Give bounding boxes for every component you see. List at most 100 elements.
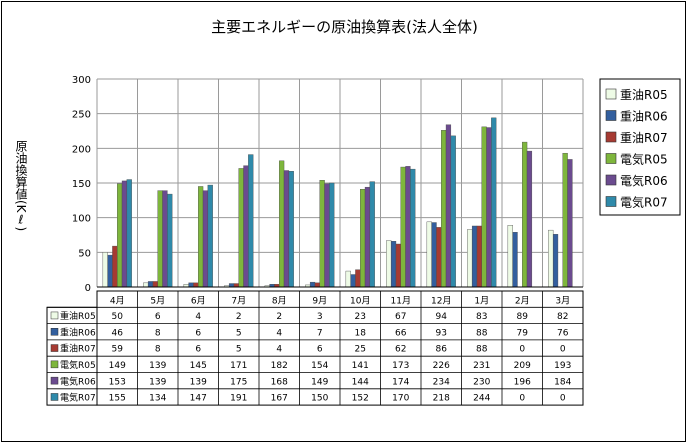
data-label: 93 bbox=[436, 328, 447, 338]
bar bbox=[369, 181, 375, 288]
data-label: 170 bbox=[392, 394, 409, 404]
data-label: 6 bbox=[195, 345, 201, 355]
bar bbox=[102, 252, 108, 288]
bar bbox=[471, 225, 478, 288]
bar bbox=[431, 222, 437, 288]
bar bbox=[481, 126, 487, 288]
data-label: 150 bbox=[311, 394, 328, 404]
bar bbox=[188, 282, 194, 288]
y-tick-label: 250 bbox=[72, 110, 91, 121]
data-label: 231 bbox=[473, 361, 490, 371]
data-label: 230 bbox=[473, 377, 490, 387]
bar bbox=[207, 184, 213, 288]
x-tick-label: 10月 bbox=[350, 295, 370, 306]
data-label: 209 bbox=[514, 361, 531, 371]
data-label: 139 bbox=[149, 377, 166, 387]
bar bbox=[167, 193, 173, 288]
x-tick-label: 8月 bbox=[272, 295, 287, 306]
table-series-label: 電気R05 bbox=[60, 359, 96, 371]
data-label: 152 bbox=[352, 394, 369, 404]
data-label: 149 bbox=[109, 361, 126, 371]
data-label: 7 bbox=[317, 328, 323, 338]
y-tick-label: 150 bbox=[72, 179, 91, 190]
table-legend-key bbox=[50, 311, 59, 320]
data-label: 153 bbox=[109, 377, 126, 387]
bar bbox=[193, 282, 199, 288]
data-label: 4 bbox=[276, 328, 282, 338]
data-label: 144 bbox=[352, 377, 369, 387]
data-label: 23 bbox=[355, 312, 366, 322]
data-label: 66 bbox=[395, 328, 407, 338]
data-label: 6 bbox=[155, 312, 161, 322]
data-label: 89 bbox=[517, 312, 529, 322]
data-label: 76 bbox=[557, 328, 569, 338]
data-label: 67 bbox=[395, 312, 406, 322]
table-series-label: 電気R06 bbox=[60, 375, 96, 387]
bar bbox=[476, 225, 482, 288]
bar bbox=[314, 282, 320, 288]
data-label: 6 bbox=[195, 328, 201, 338]
x-tick-label: 3月 bbox=[555, 295, 570, 306]
legend-box bbox=[599, 78, 681, 216]
y-tick-label: 200 bbox=[72, 144, 91, 155]
x-tick-label: 6月 bbox=[191, 295, 206, 306]
bar bbox=[198, 186, 204, 288]
bar bbox=[117, 183, 123, 288]
bar bbox=[233, 283, 239, 288]
y-axis-label: 原油換算値(Kℓ) bbox=[14, 140, 28, 232]
bar bbox=[283, 170, 290, 288]
data-label: 59 bbox=[112, 345, 124, 355]
bar bbox=[562, 152, 568, 288]
data-label: 139 bbox=[149, 361, 166, 371]
data-label: 83 bbox=[476, 312, 487, 322]
bar bbox=[279, 160, 285, 288]
bar bbox=[567, 159, 573, 288]
y-tick-label: 100 bbox=[72, 214, 91, 225]
data-label: 88 bbox=[476, 328, 488, 338]
data-label: 191 bbox=[230, 394, 247, 404]
bar bbox=[329, 182, 335, 288]
bar bbox=[152, 281, 158, 288]
bar bbox=[450, 135, 456, 288]
x-tick-label: 1月 bbox=[474, 295, 489, 306]
x-tick-label: 4月 bbox=[110, 295, 125, 306]
bar bbox=[507, 225, 513, 288]
legend-label: 重油R07 bbox=[620, 131, 668, 145]
bar bbox=[360, 189, 366, 288]
data-label: 4 bbox=[276, 345, 282, 355]
bar bbox=[486, 127, 492, 288]
bar bbox=[121, 180, 128, 288]
legend-swatch bbox=[605, 153, 617, 164]
data-label: 46 bbox=[112, 328, 124, 338]
x-tick-label: 5月 bbox=[150, 295, 165, 306]
legend-swatch bbox=[605, 196, 617, 207]
data-label: 4 bbox=[195, 312, 201, 322]
data-label: 6 bbox=[317, 345, 323, 355]
bar bbox=[364, 186, 371, 288]
bar bbox=[309, 281, 316, 288]
legend-label: 電気R07 bbox=[620, 195, 668, 210]
bar bbox=[445, 124, 452, 288]
bar bbox=[386, 240, 392, 288]
data-label: 167 bbox=[271, 394, 288, 404]
legend-swatch bbox=[605, 110, 617, 121]
x-tick-label: 9月 bbox=[312, 295, 327, 306]
table-legend-key bbox=[50, 376, 59, 385]
data-label: 174 bbox=[392, 377, 409, 387]
chart-title: 主要エネルギーの原油換算表(法人全体) bbox=[211, 18, 478, 36]
bar bbox=[522, 141, 528, 288]
bar bbox=[441, 130, 447, 288]
data-label: 3 bbox=[317, 312, 323, 322]
bar bbox=[390, 241, 397, 288]
data-label: 145 bbox=[190, 361, 207, 371]
data-label: 134 bbox=[149, 394, 166, 404]
table-series-label: 重油R07 bbox=[60, 343, 96, 355]
table-legend-key bbox=[50, 360, 59, 369]
data-label: 0 bbox=[519, 394, 525, 404]
table-series-label: 電気R07 bbox=[60, 392, 96, 404]
data-label: 8 bbox=[155, 328, 161, 338]
x-tick-label: 12月 bbox=[431, 295, 451, 306]
bar bbox=[400, 166, 406, 288]
bar bbox=[324, 183, 330, 288]
